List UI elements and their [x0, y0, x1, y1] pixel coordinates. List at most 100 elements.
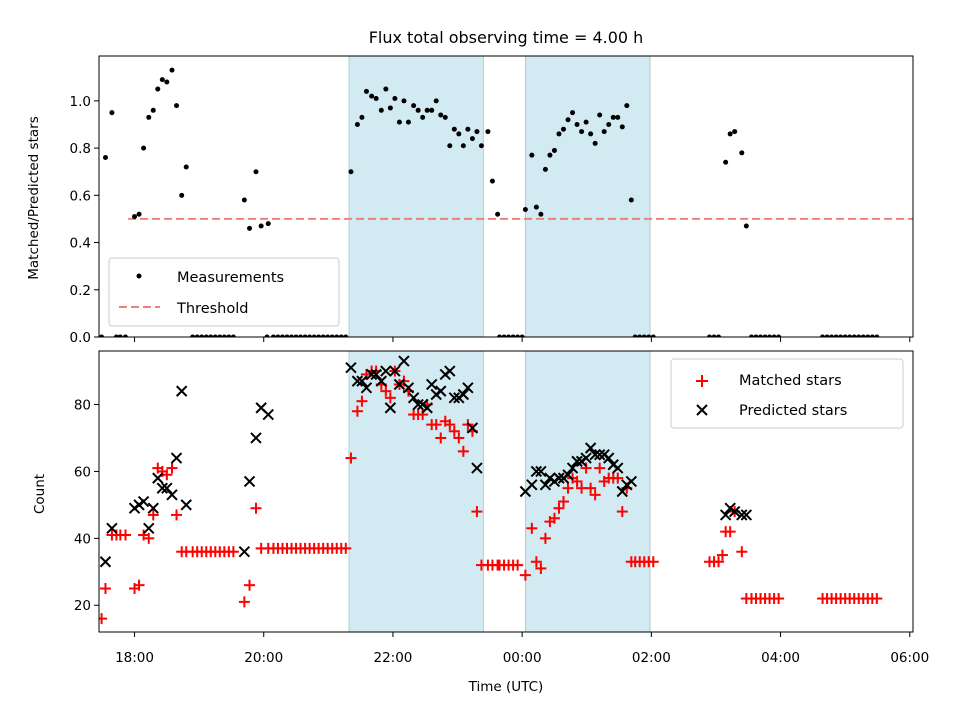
predicted-point [616, 485, 628, 498]
measurement-point [258, 223, 264, 229]
predicted-point [152, 472, 164, 484]
matched-point [250, 502, 262, 514]
matched-point [616, 506, 628, 518]
measurement-point [447, 143, 453, 149]
measurement-point [583, 119, 589, 125]
measurement-point [758, 334, 764, 337]
matched-point [161, 469, 173, 481]
measurement-point [865, 334, 871, 337]
ratio-panel: 0.0 0.2 0.4 0.6 0.8 1.0 [70, 55, 914, 346]
measurement-point [601, 129, 607, 135]
measurement-point [383, 86, 389, 92]
predicted-point [457, 388, 470, 401]
measurement-point [199, 334, 205, 337]
measurement-point [179, 192, 185, 198]
measurement-point [298, 334, 304, 337]
x-tick-label: 02:00 [632, 650, 671, 666]
measurement-point [424, 107, 430, 113]
predicted-point [562, 469, 574, 481]
predicted-point [393, 378, 406, 391]
matched-point [553, 502, 565, 514]
measurement-point [606, 121, 612, 127]
measurement-point [556, 131, 562, 137]
measurement-point [465, 126, 471, 132]
predicted-point [250, 432, 262, 444]
measurement-point [415, 107, 421, 113]
predicted-point [462, 382, 474, 394]
measurement-point [429, 107, 435, 113]
measurement-point [588, 131, 594, 137]
y-axis-label-count: Count [32, 474, 48, 514]
measurement-point [253, 169, 259, 175]
measurement-point [628, 197, 634, 203]
x-axis-label: Time (UTC) [468, 679, 544, 695]
legend-ratio: Measurements Threshold [108, 257, 340, 327]
legend-count: Matched stars Predicted stars [670, 358, 904, 429]
matched-point [594, 462, 606, 474]
measurement-point [519, 334, 525, 337]
legend-matched-label: Matched stars [739, 373, 842, 389]
matched-point [557, 496, 569, 508]
measurement-point [405, 119, 411, 125]
measurement-point [529, 152, 535, 158]
measurement-point [842, 334, 848, 337]
predicted-point [345, 362, 357, 374]
measurement-point [411, 103, 417, 109]
measurement-point [343, 334, 349, 337]
measurement-point [641, 334, 647, 337]
matched-point [73, 613, 84, 624]
predicted-point [612, 462, 624, 474]
matched-point [417, 409, 429, 421]
predicted-point [603, 452, 615, 464]
measurement-point [275, 334, 281, 337]
matched-point [238, 596, 250, 608]
measurement-point [469, 136, 475, 142]
shaded-interval-count-1 [524, 350, 651, 633]
measurement-point [420, 114, 426, 120]
measurement-point [102, 155, 108, 161]
measurement-point [646, 334, 652, 337]
predicted-point [106, 522, 118, 535]
predicted-point [736, 509, 748, 521]
measurement-point [495, 211, 501, 217]
predicted-point [370, 368, 382, 381]
x-tick-label: 06:00 [890, 650, 929, 666]
x-tick-label: 18:00 [115, 650, 154, 666]
measurement-point [551, 147, 557, 153]
predicted-point [384, 402, 397, 414]
matched-point [119, 529, 131, 541]
measurement-point [753, 334, 759, 337]
matched-point [244, 579, 256, 591]
measurement-point [338, 334, 344, 337]
predicted-point [389, 365, 401, 377]
measurement-point [155, 86, 161, 92]
measurement-point [387, 105, 393, 111]
predicted-point [156, 482, 169, 494]
count-y-tick-label: 20 [74, 598, 91, 614]
x-tick-label: 04:00 [761, 650, 800, 666]
measurement-point [743, 223, 749, 229]
predicted-point [412, 398, 424, 411]
measurement-point [574, 121, 580, 127]
measurement-point [869, 334, 875, 337]
predicted-point [137, 495, 150, 508]
predicted-point [719, 509, 732, 521]
predicted-point [402, 382, 415, 394]
count-y-tick-label: 60 [74, 464, 91, 480]
measurement-point [311, 334, 317, 337]
ratio-y-tick-label: 0.4 [70, 236, 91, 252]
matched-point [227, 546, 239, 558]
predicted-point [589, 448, 601, 461]
matched-point [457, 445, 469, 457]
measurement-point [723, 159, 729, 165]
measurement-point [624, 103, 630, 109]
predicted-point [539, 479, 552, 491]
measurement-point [401, 98, 407, 104]
measurement-point [716, 334, 722, 337]
matched-point [448, 425, 460, 437]
predicted-point [365, 368, 378, 381]
x-tick-label: 20:00 [244, 650, 283, 666]
matched-point [471, 506, 483, 518]
measurement-point [460, 143, 466, 149]
matched-point [716, 549, 728, 561]
